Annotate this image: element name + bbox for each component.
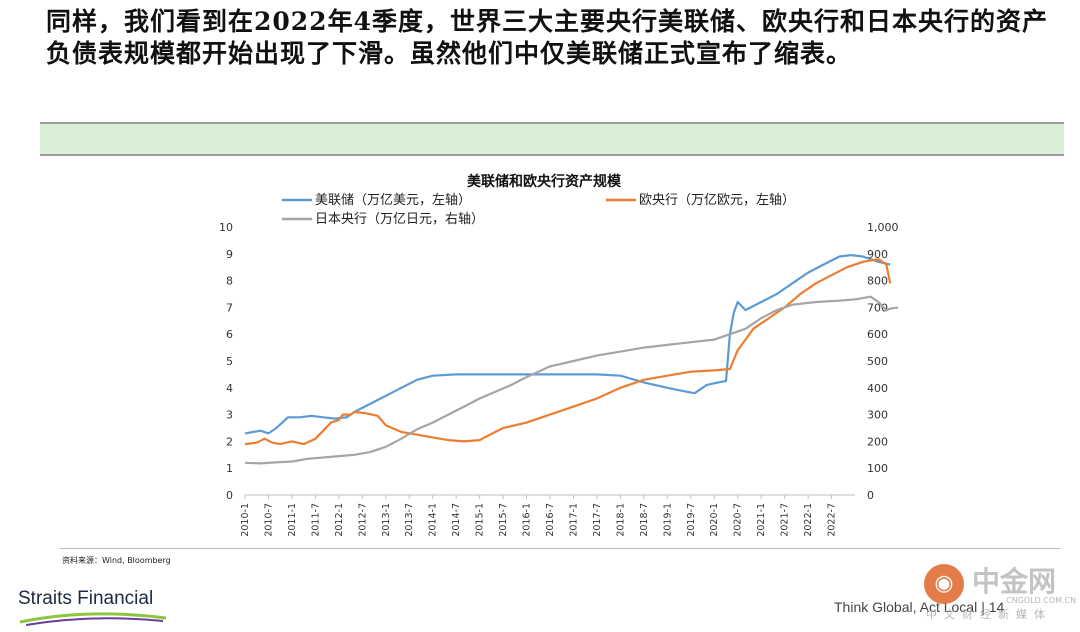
right-tick-label: 300 <box>867 409 888 422</box>
x-tick-label: 2012-7 <box>357 503 368 537</box>
x-tick-label: 2018-7 <box>639 503 650 537</box>
x-tick-label: 2016-1 <box>522 503 533 537</box>
x-tick-label: 2022-7 <box>827 503 838 537</box>
source-note: 资料来源：Wind, Bloomberg <box>62 556 171 565</box>
x-tick-label: 2021-1 <box>756 503 767 537</box>
right-tick-label: 100 <box>867 462 888 475</box>
watermark-logo: ◉ 中金网 CNGOLD.COM.CN 中文财经新媒体 <box>920 558 1076 624</box>
legend-label-boj: 日本央行（万亿日元，右轴） <box>315 212 484 227</box>
headline: 同样，我们看到在2022年4季度，世界三大主要央行美联储、欧央行和日本央行的资产… <box>46 7 1048 68</box>
right-tick-label: 1,000 <box>867 221 899 234</box>
right-tick-label: 700 <box>867 301 888 314</box>
page-number: | 14 <box>981 599 1005 615</box>
legend-label-fed: 美联储（万亿美元，左轴） <box>315 193 471 208</box>
left-tick-label: 8 <box>226 275 233 288</box>
left-tick-label: 5 <box>226 355 233 368</box>
x-tick-label: 2013-7 <box>404 503 415 537</box>
x-tick-label: 2010-7 <box>263 503 274 537</box>
left-tick-label: 6 <box>226 328 233 341</box>
x-tick-label: 2017-1 <box>568 503 579 537</box>
x-tick-label: 2021-7 <box>780 503 791 537</box>
left-tick-label: 1 <box>226 462 233 475</box>
x-tick-label: 2011-1 <box>287 503 298 537</box>
legend-label-ecb: 欧央行（万亿欧元，左轴） <box>639 193 795 208</box>
right-axis-ticks: 0 100 200 300 400 500 600 700 800 900 1,000 <box>867 221 899 502</box>
x-tick-label: 2018-1 <box>615 503 626 537</box>
left-tick-label: 7 <box>226 301 233 314</box>
right-tick-label: 400 <box>867 382 888 395</box>
chart-title: 美联储和欧央行资产规模 <box>467 173 622 190</box>
right-tick-label: 0 <box>867 489 874 502</box>
left-tick-label: 4 <box>226 382 233 395</box>
series-lines <box>244 254 899 465</box>
left-tick-label: 10 <box>219 221 233 234</box>
x-tick-label: 2019-7 <box>686 503 697 537</box>
series-line-boj <box>244 295 899 465</box>
right-tick-label: 800 <box>867 275 888 288</box>
watermark-icon: ◉ <box>924 564 964 604</box>
x-tick-label: 2015-1 <box>475 503 486 537</box>
watermark-name: 中金网 <box>972 565 1057 598</box>
x-tick-label: 2020-1 <box>709 503 720 537</box>
x-tick-label: 2010-1 <box>240 503 251 537</box>
legend: 美联储（万亿美元，左轴） 欧央行（万亿欧元，左轴） 日本央行（万亿日元，右轴） <box>282 193 795 227</box>
x-tick-label: 2013-1 <box>381 503 392 537</box>
x-tick-label: 2016-7 <box>545 503 556 537</box>
header-band <box>40 122 1064 156</box>
left-tick-label: 2 <box>226 435 233 448</box>
series-line-fed <box>244 254 891 435</box>
balance-sheet-chart: 美联储和欧央行资产规模 美联储（万亿美元，左轴） 欧央行（万亿欧元，左轴） 日本… <box>219 173 899 537</box>
x-tick-label: 2014-7 <box>451 503 462 537</box>
left-tick-label: 9 <box>226 248 233 261</box>
x-tick-label: 2011-7 <box>310 503 321 537</box>
x-tick-label: 2014-1 <box>428 503 439 537</box>
footer-rule <box>60 548 1060 549</box>
right-tick-label: 500 <box>867 355 888 368</box>
x-tick-label: 2022-1 <box>803 503 814 537</box>
x-tick-label: 2015-7 <box>498 503 509 537</box>
watermark-sub: 中文财经新媒体 <box>926 608 1052 621</box>
x-tick-label: 2012-1 <box>334 503 345 537</box>
left-tick-label: 0 <box>226 489 233 502</box>
left-axis-ticks: 0 1 2 3 4 5 6 7 8 9 10 <box>219 221 233 502</box>
watermark-domain: CNGOLD.COM.CN <box>1006 596 1077 605</box>
brand-logo-text: Straits Financial <box>18 588 154 609</box>
series-line-ecb <box>244 258 892 446</box>
x-tick-label: 2019-1 <box>662 503 673 537</box>
x-axis-ticks: 2010-1 2010-7 2011-1 2011-7 2012-1 2012-7 2013… <box>240 495 838 537</box>
brand-swoosh-icon <box>19 612 167 626</box>
right-tick-label: 900 <box>867 248 888 261</box>
right-tick-label: 200 <box>867 435 888 448</box>
x-tick-label: 2020-7 <box>733 503 744 537</box>
right-tick-label: 600 <box>867 328 888 341</box>
x-tick-label: 2017-7 <box>592 503 603 537</box>
left-tick-label: 3 <box>226 409 233 422</box>
